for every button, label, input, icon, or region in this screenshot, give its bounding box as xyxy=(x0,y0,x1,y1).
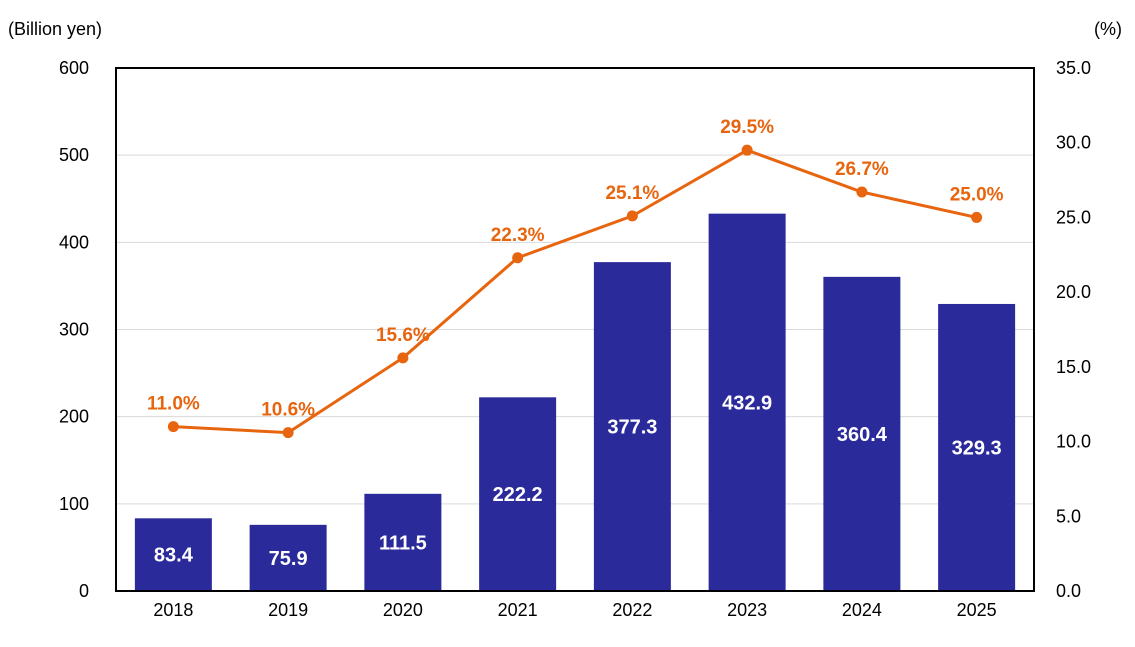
line-value-label: 29.5% xyxy=(720,117,774,138)
bar-value-label: 360.4 xyxy=(837,424,888,446)
bar xyxy=(134,518,212,591)
bar-value-label: 222.2 xyxy=(493,484,543,506)
bar-value-label: 111.5 xyxy=(379,532,427,554)
line-point xyxy=(512,252,524,264)
ratio-line xyxy=(173,148,977,435)
line-value-label: 11.0% xyxy=(147,394,200,415)
bar xyxy=(708,213,786,591)
left-axis-title: (Billion yen) xyxy=(8,19,102,39)
line-point xyxy=(282,427,294,439)
left-tick-label: 100 xyxy=(59,494,89,514)
x-axis-ticks: 2018 2019 2020 2021 2022 2023 2024 2025 xyxy=(153,600,996,620)
line-value-label: 22.3% xyxy=(491,225,545,246)
left-tick-label: 300 xyxy=(59,320,89,340)
line-value-label: 26.7% xyxy=(835,159,889,180)
bar xyxy=(938,303,1016,591)
right-axis-title: (%) xyxy=(1094,19,1122,39)
bar-value-label: 377.3 xyxy=(607,417,657,439)
x-tick-label: 2020 xyxy=(383,600,423,620)
left-tick-label: 0 xyxy=(79,581,89,601)
line-point xyxy=(167,421,179,433)
line-data-labels: 11.0% 10.6% 15.6% 22.3% 25.1% 29.5% 26.7% 25.0% xyxy=(147,117,1004,420)
bar xyxy=(823,276,901,591)
bar xyxy=(249,524,327,591)
left-tick-label: 400 xyxy=(59,232,89,252)
line-value-label: 25.0% xyxy=(950,184,1004,205)
bar-value-label: 329.3 xyxy=(952,437,1002,459)
bar-series xyxy=(134,213,1016,591)
x-tick-label: 2024 xyxy=(842,600,882,620)
right-tick-label: 15.0 xyxy=(1056,357,1091,377)
bar xyxy=(479,397,557,591)
line-point xyxy=(741,144,753,156)
right-tick-label: 35.0 xyxy=(1056,58,1091,78)
left-tick-label: 500 xyxy=(59,145,89,165)
line-point xyxy=(626,210,638,222)
bar xyxy=(364,493,442,591)
line-point xyxy=(397,352,409,364)
bar-value-label: 83.4 xyxy=(154,545,194,567)
left-tick-label: 600 xyxy=(59,58,89,78)
x-tick-label: 2018 xyxy=(153,600,193,620)
left-axis-ticks: 0 100 200 300 400 500 600 xyxy=(59,58,89,601)
line-value-label: 10.6% xyxy=(261,400,315,421)
line-value-label: 25.1% xyxy=(605,183,659,204)
right-tick-label: 5.0 xyxy=(1056,506,1081,526)
left-tick-label: 200 xyxy=(59,407,89,427)
bar xyxy=(593,262,671,591)
line-value-label: 15.6% xyxy=(376,325,430,346)
x-tick-label: 2023 xyxy=(727,600,767,620)
x-tick-label: 2019 xyxy=(268,600,308,620)
right-tick-label: 25.0 xyxy=(1056,207,1091,227)
line-point xyxy=(971,211,983,223)
right-tick-label: 0.0 xyxy=(1056,581,1081,601)
plot-area-frame xyxy=(115,67,1035,592)
bar-data-labels: 83.4 75.9 111.5 222.2 377.3 432.9 360.4 329.3 xyxy=(154,392,1002,570)
bar-value-label: 432.9 xyxy=(722,392,772,414)
x-tick-label: 2025 xyxy=(957,600,997,620)
line-series xyxy=(167,144,983,439)
right-tick-label: 10.0 xyxy=(1056,432,1091,452)
right-axis-ticks: 0.0 5.0 10.0 15.0 20.0 25.0 30.0 35.0 xyxy=(1056,58,1091,601)
x-tick-label: 2022 xyxy=(612,600,652,620)
bar-value-label: 75.9 xyxy=(269,548,308,570)
line-point xyxy=(856,186,868,198)
right-tick-label: 30.0 xyxy=(1056,133,1091,153)
x-tick-label: 2021 xyxy=(498,600,538,620)
right-tick-label: 20.0 xyxy=(1056,282,1091,302)
